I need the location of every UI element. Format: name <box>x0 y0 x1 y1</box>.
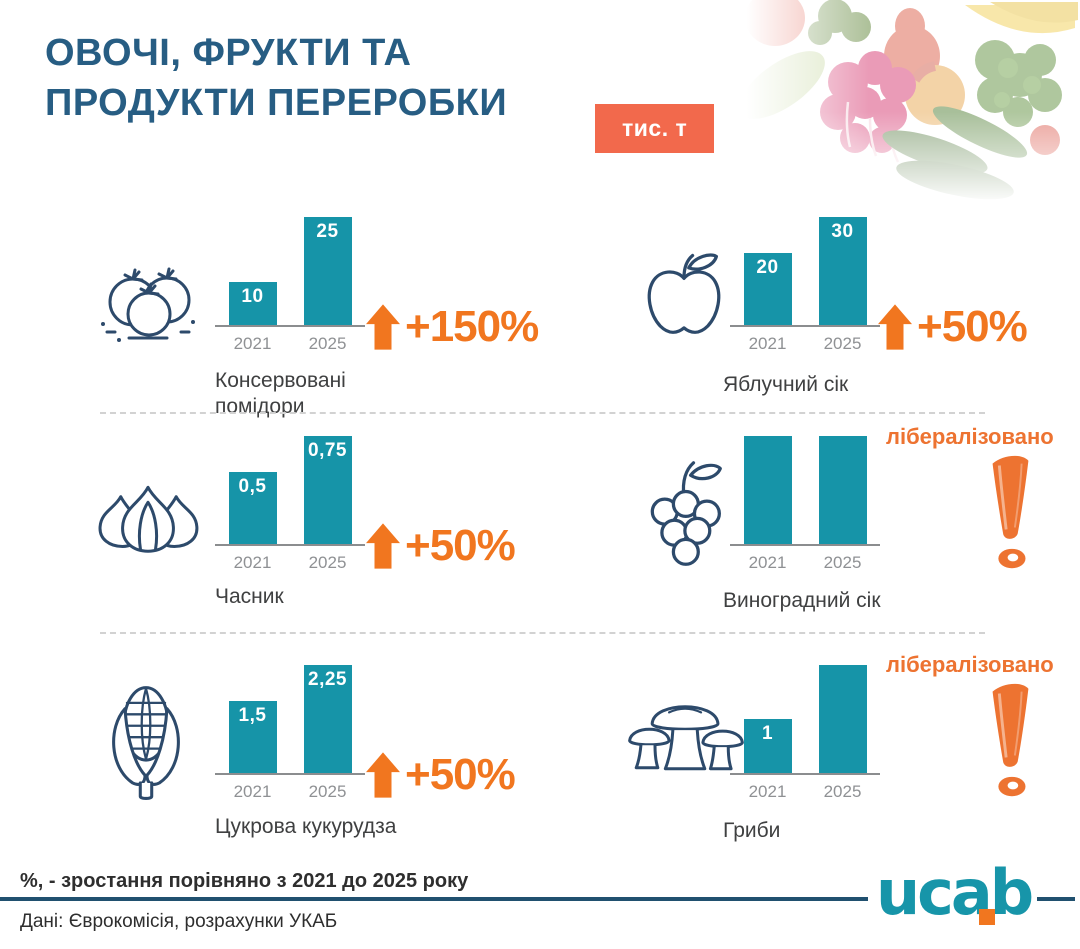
bar-2025 <box>818 665 867 773</box>
product-title: Цукрова кукурудза <box>215 815 397 838</box>
growth-value: +150% <box>405 302 539 351</box>
year-label: 2025 <box>308 782 347 801</box>
up-arrow-icon <box>878 304 912 350</box>
bar-value-label: 20 <box>756 257 779 278</box>
chart-sweet-corn: 1,5 2,25 2021 2025 <box>215 665 365 802</box>
tomatoes-icon <box>93 252 203 344</box>
bar-2021: 20 <box>743 253 792 325</box>
grapes-icon <box>636 458 728 571</box>
x-axis-labels: 2021 2025 <box>730 553 880 573</box>
year-label: 2021 <box>233 553 272 572</box>
plot-area: 20 30 <box>730 217 880 327</box>
apple-icon <box>640 246 728 346</box>
bar-2021: 10 <box>228 282 277 325</box>
growth-annotation: +50% <box>366 749 516 801</box>
year-label: 2025 <box>823 782 862 801</box>
garlic-icon <box>86 474 210 557</box>
bar-value-label: 0,75 <box>308 440 347 461</box>
chart-apple-juice: 20 30 2021 2025 <box>730 217 880 354</box>
x-axis-labels: 2021 2025 <box>215 782 365 802</box>
chart-mushrooms: 1 2021 2025 <box>730 665 880 802</box>
produce-photo-fade <box>740 0 1080 215</box>
liberalized-label: лібералізовано <box>886 652 1054 677</box>
bar-2025: 2,25 <box>303 665 352 773</box>
year-label: 2021 <box>748 334 787 353</box>
footnote: %, - зростання порівняно з 2021 до 2025 … <box>20 870 469 892</box>
growth-value: +50% <box>405 521 516 570</box>
liberalized-label: лібералізовано <box>886 424 1054 449</box>
chart-grape-juice: 2021 2025 <box>730 436 880 573</box>
growth-value: +50% <box>917 302 1028 351</box>
bar-2021: 1,5 <box>228 701 277 773</box>
bar-value-label: 2,25 <box>308 669 347 690</box>
up-arrow-icon <box>366 752 400 798</box>
up-arrow-icon <box>366 304 400 350</box>
x-axis-labels: 2021 2025 <box>730 782 880 802</box>
ucab-logo-orange-square <box>979 909 995 925</box>
bar-2021: 1 <box>743 719 792 773</box>
product-title: Часник <box>215 585 284 608</box>
plot-area: 0,5 0,75 <box>215 436 365 546</box>
unit-badge: тис. т <box>595 104 715 153</box>
chart-garlic: 0,5 0,75 2021 2025 <box>215 436 365 573</box>
bar-value-label: 0,5 <box>238 476 267 497</box>
x-axis-labels: 2021 2025 <box>215 553 365 573</box>
chart-canned-tomatoes: 10 25 2021 2025 <box>215 217 365 354</box>
row-divider <box>100 412 985 414</box>
growth-annotation: +50% <box>878 301 1028 353</box>
bar-2025: 0,75 <box>303 436 352 544</box>
mushrooms-icon <box>624 686 748 780</box>
plot-area: 10 25 <box>215 217 365 327</box>
growth-annotation: +150% <box>366 301 539 353</box>
product-title: Виноградний сік <box>723 589 881 612</box>
bar-2025: 25 <box>303 217 352 325</box>
bar-2025: 30 <box>818 217 867 325</box>
growth-annotation: +50% <box>366 520 516 572</box>
bar-2025 <box>818 436 867 544</box>
plot-area: 1,5 2,25 <box>215 665 365 775</box>
bar-value-label: 25 <box>316 221 339 242</box>
up-arrow-icon <box>366 523 400 569</box>
bar-value-label: 1 <box>761 723 774 744</box>
year-label: 2021 <box>233 782 272 801</box>
plot-area: 1 <box>730 665 880 775</box>
year-label: 2021 <box>748 782 787 801</box>
exclamation-icon <box>982 680 1038 807</box>
footer-rule-right <box>1037 897 1075 901</box>
page-title-line2: ПРОДУКТИ ПЕРЕРОБКИ <box>45 82 508 125</box>
year-label: 2025 <box>823 334 862 353</box>
year-label: 2021 <box>233 334 272 353</box>
page-title-line1: ОВОЧІ, ФРУКТИ ТА <box>45 32 412 74</box>
bar-2021 <box>743 436 792 544</box>
corn-icon <box>100 680 192 802</box>
plot-area <box>730 436 880 546</box>
x-axis-labels: 2021 2025 <box>215 334 365 354</box>
exclamation-icon <box>982 452 1038 579</box>
year-label: 2025 <box>308 553 347 572</box>
x-axis-labels: 2021 2025 <box>730 334 880 354</box>
product-title: Гриби <box>723 819 781 842</box>
product-title: Яблучний сік <box>723 373 849 396</box>
page-title: ОВОЧІ, ФРУКТИ ТА ПРОДУКТИ ПЕРЕРОБКИ <box>45 28 507 128</box>
bar-value-label: 30 <box>831 221 854 242</box>
bar-value-label: 1,5 <box>238 705 267 726</box>
year-label: 2025 <box>823 553 862 572</box>
ucab-logo-text: ucab <box>876 856 1034 929</box>
row-divider <box>100 632 985 634</box>
data-source: Дані: Єврокомісія, розрахунки УКАБ <box>20 911 338 932</box>
growth-value: +50% <box>405 750 516 799</box>
ucab-logo: ucab <box>876 856 1034 929</box>
year-label: 2025 <box>308 334 347 353</box>
footer-rule-left <box>0 897 868 901</box>
bar-2021: 0,5 <box>228 472 277 544</box>
year-label: 2021 <box>748 553 787 572</box>
bar-value-label: 10 <box>241 286 264 307</box>
